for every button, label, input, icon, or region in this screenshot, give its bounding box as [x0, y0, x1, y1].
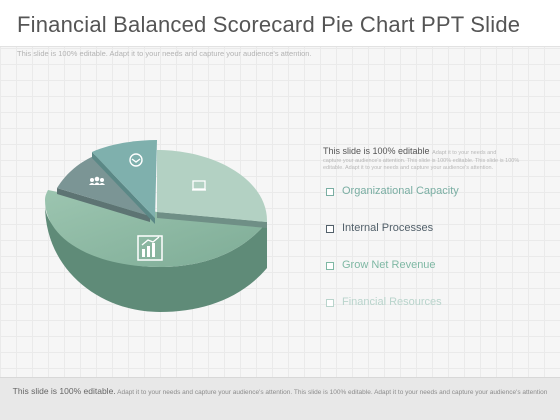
legend-item: Grow Net Revenue: [326, 259, 546, 296]
description-block: This slide is 100% editable Adapt it to …: [323, 146, 523, 172]
title-bar: Financial Balanced Scorecard Pie Chart P…: [0, 0, 560, 47]
legend: Organizational Capacity Internal Process…: [326, 185, 546, 333]
growth-chart-icon: [137, 235, 163, 261]
pie-slice-large: [45, 190, 267, 267]
pie-slice-light-side: [157, 212, 267, 228]
pie-slice-light: [157, 150, 268, 222]
legend-label: Grow Net Revenue: [342, 259, 436, 271]
legend-checkbox-icon: [326, 299, 334, 307]
legend-label: Internal Processes: [342, 222, 434, 234]
footer-text: Adapt it to your needs and capture your …: [117, 389, 548, 396]
description-body: capture your audience's attention. This …: [323, 158, 520, 171]
pie-slice-slate: [57, 155, 150, 216]
pie-slice-large-side: [45, 205, 267, 312]
description-heading-small: Adapt it to your needs and: [432, 150, 497, 156]
presentation-icon: [192, 180, 206, 191]
legend-checkbox-icon: [326, 225, 334, 233]
footer-lead: This slide is 100% editable.: [12, 386, 116, 396]
pie-slice-teal: [92, 140, 157, 218]
legend-item: Internal Processes: [326, 222, 546, 259]
handshake-icon: [129, 153, 143, 167]
legend-checkbox-icon: [326, 262, 334, 270]
legend-label: Financial Resources: [342, 296, 442, 308]
slide-subtitle: This slide is 100% editable. Adapt it to…: [17, 49, 312, 58]
pie-slice-teal-side: [92, 152, 155, 224]
pie-slice-slate-side: [57, 188, 150, 222]
legend-label: Organizational Capacity: [342, 185, 459, 197]
footer: This slide is 100% editable. Adapt it to…: [0, 377, 560, 420]
description-heading: This slide is 100% editable Adapt it to …: [323, 146, 523, 158]
legend-checkbox-icon: [326, 188, 334, 196]
description-heading-main: This slide is 100% editable: [323, 146, 430, 156]
legend-item: Financial Resources: [326, 296, 546, 333]
slide-title: Financial Balanced Scorecard Pie Chart P…: [17, 12, 521, 37]
team-icon: [89, 176, 105, 185]
legend-item: Organizational Capacity: [326, 185, 546, 222]
